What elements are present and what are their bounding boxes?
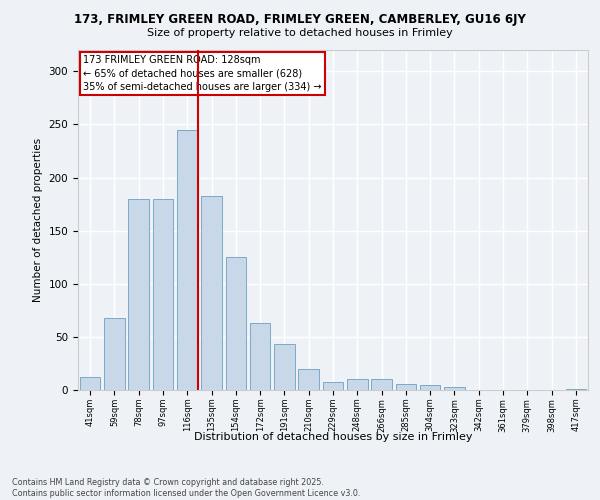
Bar [104, 318, 125, 390]
Bar [128, 198, 149, 390]
Bar [274, 344, 295, 390]
Bar [444, 387, 465, 390]
Text: Contains HM Land Registry data © Crown copyright and database right 2025.
Contai: Contains HM Land Registry data © Crown c… [12, 478, 361, 498]
Bar [420, 384, 440, 390]
Bar [201, 196, 222, 390]
Bar [80, 377, 100, 390]
Bar [323, 382, 343, 390]
Y-axis label: Number of detached properties: Number of detached properties [33, 138, 43, 302]
Text: 173, FRIMLEY GREEN ROAD, FRIMLEY GREEN, CAMBERLEY, GU16 6JY: 173, FRIMLEY GREEN ROAD, FRIMLEY GREEN, … [74, 12, 526, 26]
Bar [566, 389, 586, 390]
Text: Distribution of detached houses by size in Frimley: Distribution of detached houses by size … [194, 432, 472, 442]
Bar [395, 384, 416, 390]
Bar [226, 257, 246, 390]
Bar [347, 380, 368, 390]
Text: Size of property relative to detached houses in Frimley: Size of property relative to detached ho… [147, 28, 453, 38]
Bar [152, 198, 173, 390]
Text: 173 FRIMLEY GREEN ROAD: 128sqm
← 65% of detached houses are smaller (628)
35% of: 173 FRIMLEY GREEN ROAD: 128sqm ← 65% of … [83, 55, 322, 92]
Bar [177, 130, 197, 390]
Bar [298, 369, 319, 390]
Bar [371, 380, 392, 390]
Bar [250, 323, 271, 390]
